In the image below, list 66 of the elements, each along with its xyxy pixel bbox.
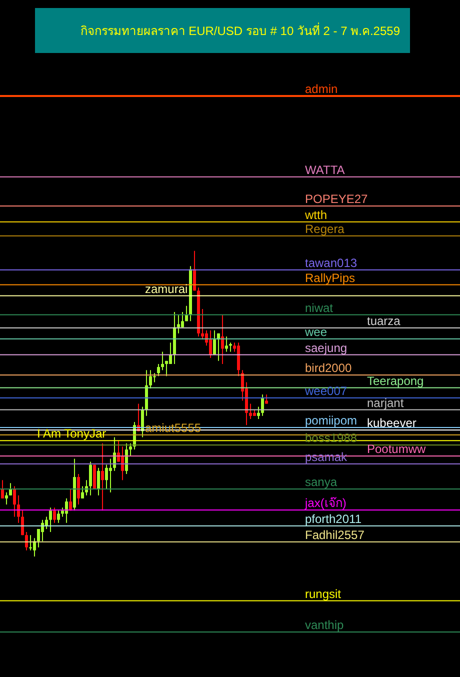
candlestick (161, 351, 164, 371)
candlestick (193, 250, 196, 292)
candlestick (29, 534, 32, 551)
ref-line-label: WATTA (305, 162, 345, 177)
candlestick (129, 442, 132, 456)
candlestick (49, 507, 52, 533)
ref-line-label: wtth (304, 208, 328, 222)
candlestick (97, 467, 100, 496)
ref-line-label: zamurai (145, 282, 188, 296)
ref-line-label: pforth2011 (305, 512, 362, 526)
candlestick (17, 494, 20, 524)
candlestick (225, 336, 228, 352)
candlestick (53, 507, 56, 524)
candlestick (1, 480, 4, 499)
ref-line-label: vanthip (305, 618, 344, 632)
candlestick (177, 314, 180, 334)
candlestick (85, 480, 88, 496)
ref-line-label: jax(เจ๊ก) (304, 496, 346, 510)
ref-line-label: tuarza (367, 314, 401, 328)
candlestick (185, 305, 188, 322)
candlestick (45, 516, 48, 530)
ref-line-label: POPEYE27 (305, 192, 368, 206)
chart-title: กิจกรรมทายผลราคา EUR/USD รอบ # 10 วันที่ 2 - 7 พ.ค.2559 (35, 8, 410, 53)
ref-line-label: saejung (305, 340, 348, 355)
candlestick (33, 538, 36, 557)
candlestick (65, 498, 68, 524)
candlestick (249, 403, 252, 420)
candlestick (9, 482, 12, 496)
candlestick (77, 473, 80, 506)
candlestick (221, 314, 224, 364)
ref-line-label: Teerapong (367, 374, 424, 388)
candlestick (101, 442, 104, 512)
candlestick (13, 486, 16, 518)
ref-line-label: bird2000 (305, 360, 352, 375)
candlestick (257, 406, 260, 420)
ref-line-label: Pootumww (367, 442, 426, 456)
candlestick (81, 486, 84, 499)
candlestick (169, 342, 172, 364)
ref-line-label: Regera (305, 222, 345, 236)
ref-line-label: Fadhil2557 (305, 528, 365, 542)
ref-line-label: sanya (305, 474, 338, 489)
candlestick (25, 532, 28, 551)
candlestick (209, 330, 212, 358)
ref-line-label: wee007 (304, 384, 348, 398)
candlestick (89, 461, 92, 496)
candlestick (5, 492, 8, 506)
candlestick (213, 330, 216, 356)
candlestick (157, 363, 160, 377)
candlestick (109, 458, 112, 493)
candlestick (57, 510, 60, 524)
candlestick (201, 308, 204, 340)
ref-line-label: RallyPips (305, 270, 356, 285)
ref-line-label: admin (305, 82, 338, 96)
ref-line-label: rungsit (305, 586, 342, 601)
candlestick (149, 370, 152, 389)
ref-line-label: wee (304, 324, 328, 339)
ref-line-label: pomiipom (305, 414, 358, 428)
candlestick (125, 442, 128, 474)
ref-line-label: narjant (367, 396, 404, 410)
candlestick (181, 312, 184, 328)
ref-line-label: tawan013 (305, 256, 358, 270)
ref-line-label: kubeever (367, 416, 416, 430)
candlestick (153, 372, 156, 383)
candlestick (229, 342, 232, 352)
candlestick (105, 464, 108, 490)
ref-line-label: niwat (305, 300, 334, 315)
